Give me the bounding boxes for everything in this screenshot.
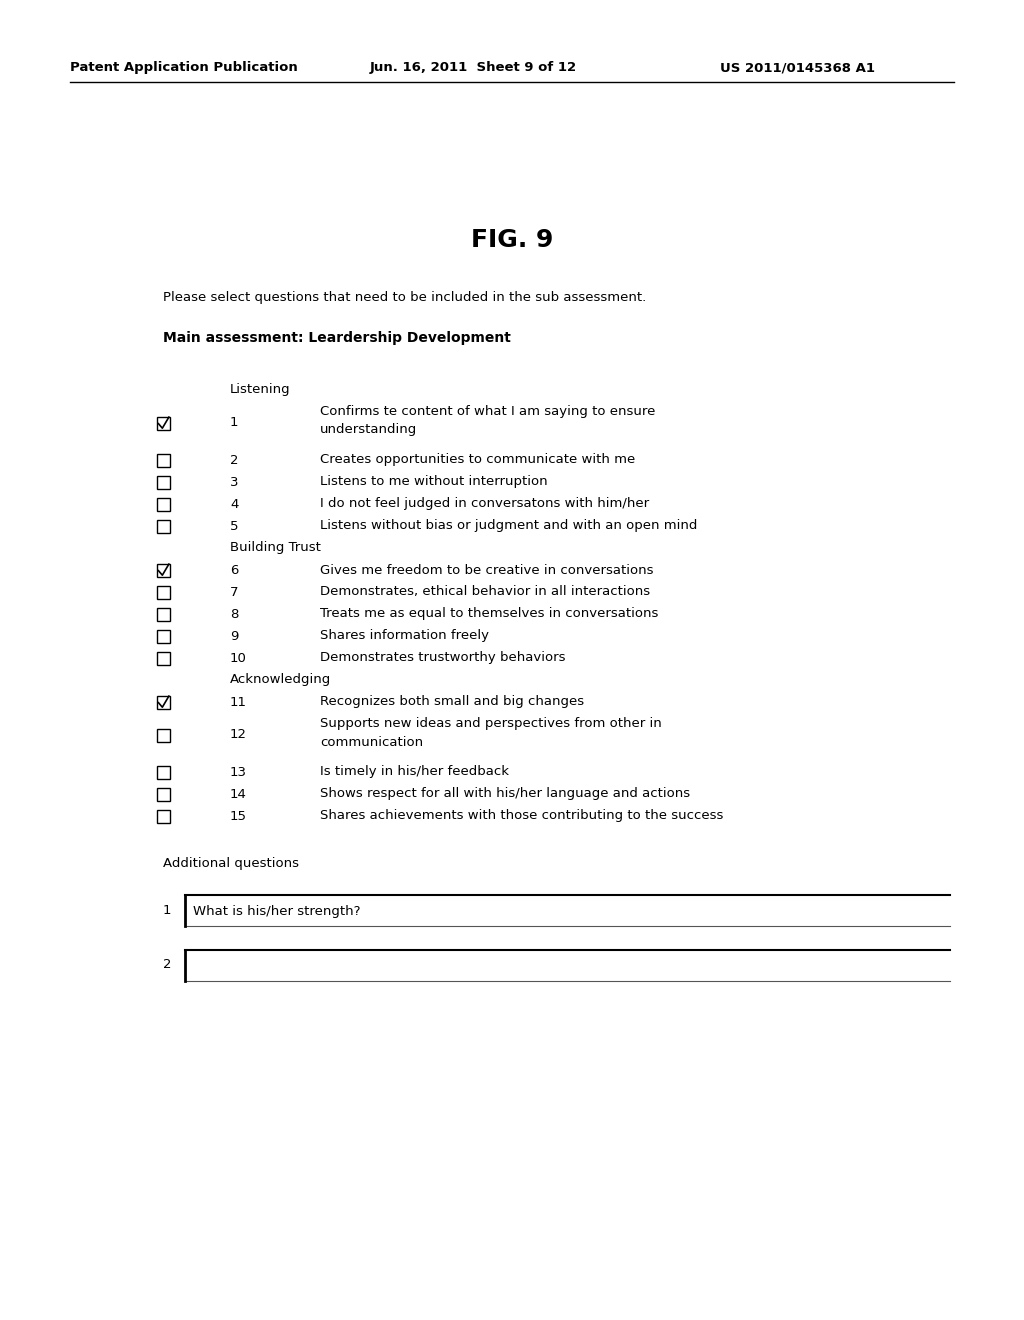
Text: Demonstrates, ethical behavior in all interactions: Demonstrates, ethical behavior in all in… — [319, 586, 650, 598]
Text: 8: 8 — [230, 607, 239, 620]
Text: 3: 3 — [230, 475, 239, 488]
Text: 2: 2 — [230, 454, 239, 466]
Text: 12: 12 — [230, 729, 247, 742]
Text: Is timely in his/her feedback: Is timely in his/her feedback — [319, 766, 509, 779]
Bar — [157, 564, 170, 577]
Bar — [157, 475, 170, 488]
Text: 4: 4 — [230, 498, 239, 511]
Text: 2: 2 — [163, 958, 171, 972]
Bar — [157, 788, 170, 800]
Text: Listening: Listening — [230, 384, 291, 396]
Bar — [157, 454, 170, 466]
Text: 11: 11 — [230, 696, 247, 709]
Bar — [157, 729, 170, 742]
Text: 5: 5 — [230, 520, 239, 532]
Text: I do not feel judged in conversatons with him/her: I do not feel judged in conversatons wit… — [319, 498, 649, 511]
Bar — [157, 766, 170, 779]
Text: 6: 6 — [230, 564, 239, 577]
Bar — [157, 630, 170, 643]
Text: 7: 7 — [230, 586, 239, 598]
Text: Creates opportunities to communicate with me: Creates opportunities to communicate wit… — [319, 454, 635, 466]
Text: 1: 1 — [163, 903, 171, 916]
Text: 14: 14 — [230, 788, 247, 800]
Text: What is his/her strength?: What is his/her strength? — [193, 906, 360, 919]
Text: Additional questions: Additional questions — [163, 857, 299, 870]
Text: 13: 13 — [230, 766, 247, 779]
Text: Shows respect for all with his/her language and actions: Shows respect for all with his/her langu… — [319, 788, 690, 800]
Bar — [157, 696, 170, 709]
Text: Confirms te content of what I am saying to ensure: Confirms te content of what I am saying … — [319, 405, 655, 418]
Text: Shares achievements with those contributing to the success: Shares achievements with those contribut… — [319, 809, 723, 822]
Text: 9: 9 — [230, 630, 239, 643]
Bar — [157, 417, 170, 429]
Text: Shares information freely: Shares information freely — [319, 630, 489, 643]
Text: US 2011/0145368 A1: US 2011/0145368 A1 — [720, 62, 874, 74]
Text: 1: 1 — [230, 417, 239, 429]
Text: Demonstrates trustworthy behaviors: Demonstrates trustworthy behaviors — [319, 652, 565, 664]
Text: Please select questions that need to be included in the sub assessment.: Please select questions that need to be … — [163, 292, 646, 305]
Bar — [157, 498, 170, 511]
Text: Jun. 16, 2011  Sheet 9 of 12: Jun. 16, 2011 Sheet 9 of 12 — [370, 62, 578, 74]
Bar — [157, 652, 170, 664]
Text: Supports new ideas and perspectives from other in: Supports new ideas and perspectives from… — [319, 718, 662, 730]
Text: Treats me as equal to themselves in conversations: Treats me as equal to themselves in conv… — [319, 607, 658, 620]
Bar — [157, 520, 170, 532]
Text: Patent Application Publication: Patent Application Publication — [70, 62, 298, 74]
Bar — [157, 586, 170, 598]
Text: FIG. 9: FIG. 9 — [471, 228, 553, 252]
Text: 15: 15 — [230, 809, 247, 822]
Text: communication: communication — [319, 735, 423, 748]
Text: understanding: understanding — [319, 424, 417, 437]
Text: Recognizes both small and big changes: Recognizes both small and big changes — [319, 696, 584, 709]
Text: Listens to me without interruption: Listens to me without interruption — [319, 475, 548, 488]
Text: Gives me freedom to be creative in conversations: Gives me freedom to be creative in conve… — [319, 564, 653, 577]
Text: Main assessment: Leardership Development: Main assessment: Leardership Development — [163, 331, 511, 345]
Bar — [157, 809, 170, 822]
Bar — [157, 607, 170, 620]
Text: Acknowledging: Acknowledging — [230, 673, 331, 686]
Text: 10: 10 — [230, 652, 247, 664]
Text: Listens without bias or judgment and with an open mind: Listens without bias or judgment and wit… — [319, 520, 697, 532]
Text: Building Trust: Building Trust — [230, 541, 321, 554]
